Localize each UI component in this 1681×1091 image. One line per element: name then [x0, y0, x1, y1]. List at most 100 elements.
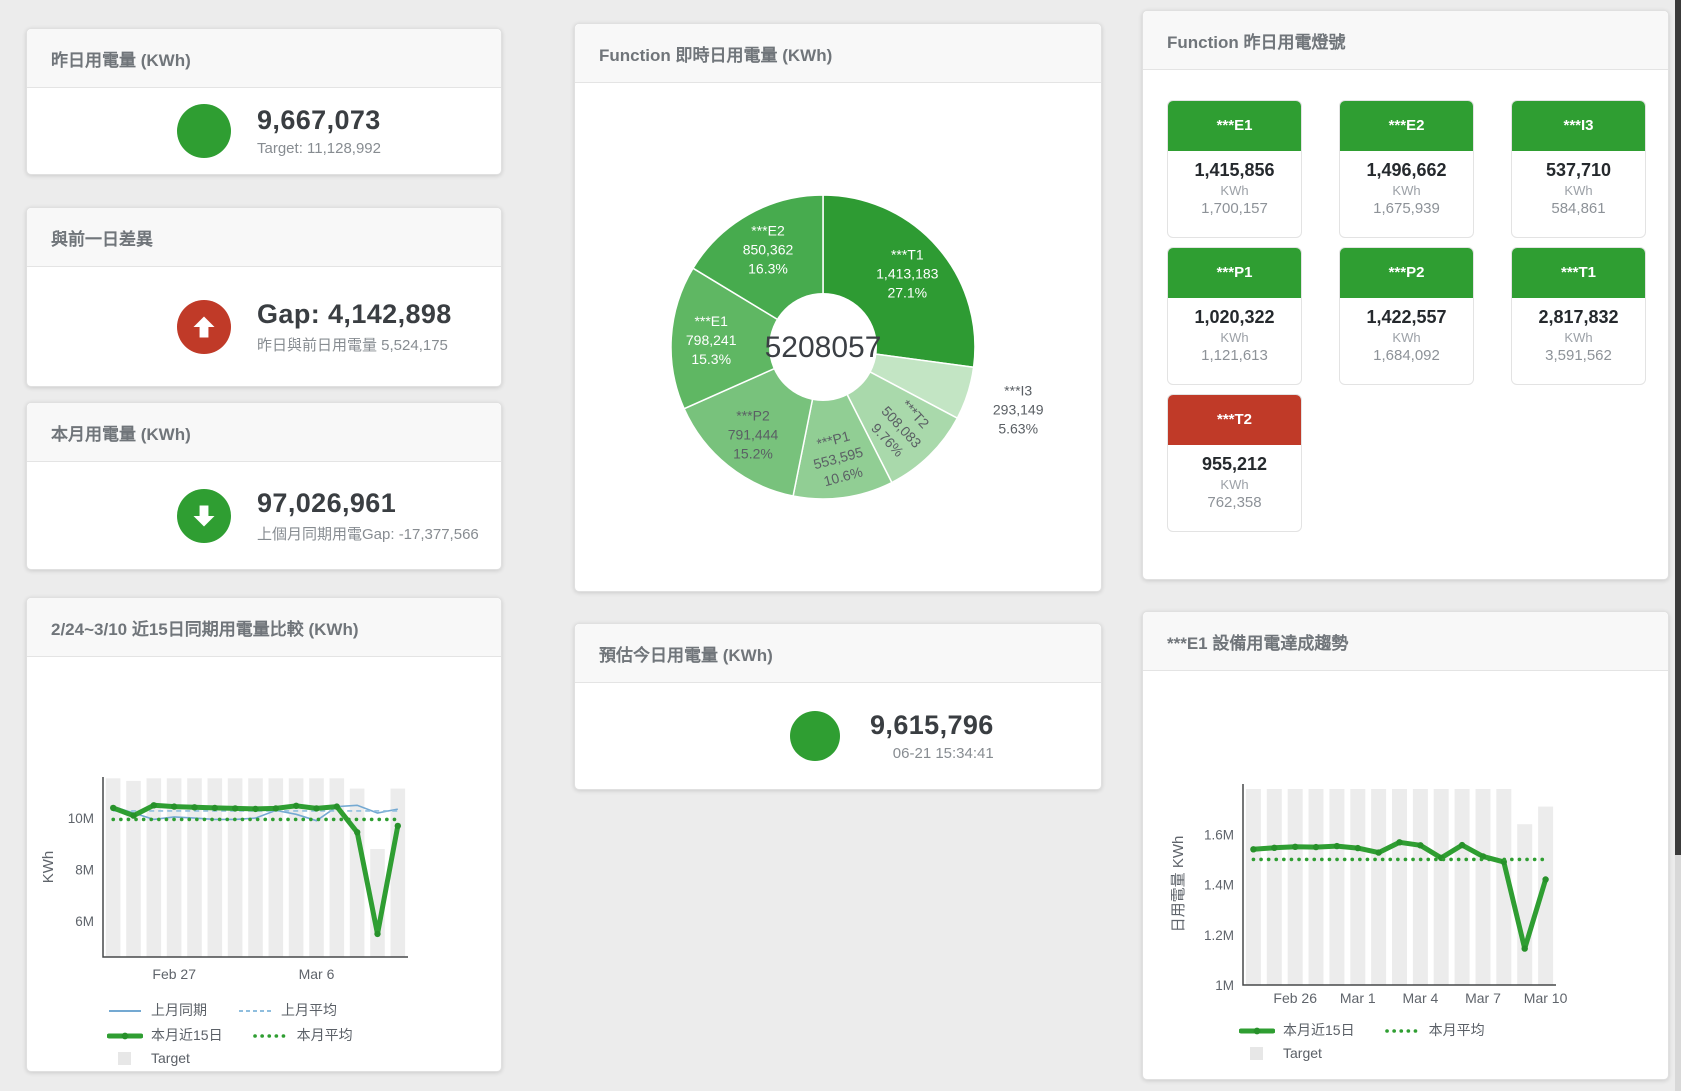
target-bar — [1433, 789, 1449, 985]
target-swatch-icon — [1250, 1046, 1263, 1060]
light-tile-secondary: 3,591,562 — [1545, 347, 1612, 364]
light-tile-t1: ***T1 2,817,832 KWh 3,591,562 — [1511, 247, 1646, 385]
line-swatch-icon — [239, 1009, 271, 1012]
target-bar — [1266, 789, 1282, 985]
gap-value: Gap: 4,142,898 — [257, 298, 452, 329]
target-bar — [349, 788, 365, 957]
target-bar — [1454, 789, 1470, 985]
target-swatch-icon — [118, 1051, 131, 1065]
down-arrow-icon — [177, 488, 231, 543]
scrollbar-thumb[interactable] — [1675, 0, 1681, 855]
card-title: 2/24~3/10 近15日同期用電量比較 (KWh) — [27, 598, 501, 657]
light-tile-t2: ***T2 955,212 KWh 762,358 — [1167, 394, 1302, 532]
light-tile-value: 1,422,557 — [1366, 307, 1447, 327]
legend-label: 上月平均 — [281, 1002, 337, 1018]
card-estimate-today: 預估今日用電量 (KWh) 9,615,796 06-21 15:34:41 — [574, 623, 1102, 790]
legend-label: 本月平均 — [1428, 1022, 1485, 1038]
target-bar — [370, 849, 385, 957]
donut-slice-E1[interactable] — [670, 267, 825, 410]
light-tile-e1: ***E1 1,415,856 KWh 1,700,157 — [1167, 100, 1302, 238]
target-bar — [390, 788, 406, 957]
legend-item[interactable]: 上月平均 — [237, 1000, 337, 1020]
light-tile-secondary: 1,675,939 — [1373, 200, 1440, 217]
donut-slice-label: ***E2 850,362 16.3% — [743, 222, 794, 276]
light-tile-secondary: 1,121,613 — [1201, 347, 1268, 364]
donut-slice-label: ***I3 293,149 5.63% — [993, 383, 1044, 437]
card-15day-compare-chart: 2/24~3/10 近15日同期用電量比較 (KWh) 6M 8M 10M Feb 2… — [26, 597, 502, 1072]
light-tile-unit: KWh — [1392, 330, 1421, 345]
legend-item[interactable]: 本月近15日 — [107, 1025, 223, 1045]
light-tile-label: ***E1 — [1168, 101, 1301, 151]
donut-slice-label: ***P2 791,444 15.2% — [728, 407, 779, 461]
trend-chart-legend: 本月近15日 本月平均 Target — [1239, 1020, 1668, 1066]
light-tile-unit: KWh — [1220, 183, 1249, 198]
card-title: ***E1 設備用電達成趨勢 — [1143, 612, 1668, 671]
y-tick-label: 1.2M — [1204, 928, 1234, 943]
x-tick-label: Feb 27 — [152, 966, 196, 982]
line-swatch-icon — [252, 1033, 289, 1038]
target-bar — [1350, 789, 1366, 985]
e1-trend-chart[interactable]: 1M 1.2M 1.4M 1.6M Feb 26 Mar 1 Mar 4 Mar 7 Mar 1… — [1143, 671, 1666, 1009]
target-bar — [268, 778, 284, 957]
y-axis-label: 日用電量 KWh — [1170, 836, 1187, 933]
light-tile-value: 2,817,832 — [1538, 307, 1619, 327]
realtime-usage-donut-chart[interactable]: 5208057 ***T1 1,413,183 27.1% ***I3 293,149 5.… — [575, 83, 1099, 591]
target-bar — [227, 778, 243, 957]
y-tick-label: 1.4M — [1204, 878, 1234, 893]
legend-row: 本月近15日 本月平均 — [1239, 1020, 1668, 1040]
legend-item[interactable]: Target — [1239, 1045, 1322, 1061]
compare-chart-legend: 上月同期 上月平均本月近15日 本月平均 Target — [107, 1000, 501, 1071]
legend-item[interactable]: 本月平均 — [1384, 1020, 1485, 1040]
legend-item[interactable]: Target — [107, 1050, 190, 1066]
target-bar — [146, 778, 162, 957]
donut-slice-label: ***T1 1,413,183 27.1% — [876, 246, 938, 300]
gap-subtitle: 昨日與前日用電量 5,524,175 — [257, 336, 448, 354]
light-tile-label: ***I3 — [1512, 101, 1645, 151]
target-bar — [1538, 806, 1554, 985]
x-tick-label: Mar 7 — [1465, 990, 1501, 1006]
target-bar — [288, 778, 304, 957]
legend-label: 本月平均 — [296, 1027, 353, 1043]
y-axis-label: KWh — [40, 851, 57, 884]
light-tile-unit: KWh — [1392, 183, 1421, 198]
donut-center-total: 5208057 — [765, 331, 882, 364]
x-tick-label: Mar 10 — [1524, 990, 1568, 1006]
card-yesterday-usage: 昨日用電量 (KWh) 9,667,073 Target: 11,128,992 — [26, 28, 502, 175]
estimate-today-value: 9,615,796 — [870, 710, 994, 740]
target-bar — [1517, 824, 1533, 985]
light-tile-secondary: 1,684,092 — [1373, 347, 1440, 364]
y-tick-label: 8M — [75, 863, 94, 878]
legend-item[interactable]: 本月近15日 — [1239, 1020, 1355, 1040]
legend-label: 本月近15日 — [151, 1027, 223, 1043]
light-tile-p1: ***P1 1,020,322 KWh 1,121,613 — [1167, 247, 1302, 385]
target-bar — [329, 778, 345, 957]
card-title: 與前一日差異 — [27, 208, 501, 267]
target-bar — [248, 778, 263, 957]
card-title: 本月用電量 (KWh) — [27, 403, 501, 462]
x-tick-label: Mar 1 — [1340, 990, 1376, 1006]
target-bar — [105, 778, 121, 957]
light-tile-value: 1,496,662 — [1366, 160, 1447, 180]
x-tick-label: Feb 26 — [1273, 990, 1317, 1006]
legend-item[interactable]: 本月平均 — [252, 1025, 353, 1045]
legend-item[interactable]: 上月同期 — [107, 1000, 207, 1020]
yesterday-usage-value: 9,667,073 — [257, 105, 381, 135]
light-tile-label: ***P2 — [1340, 248, 1473, 298]
card-yesterday-lights: Function 昨日用電燈號 ***E1 1,415,856 KWh 1,70… — [1142, 10, 1669, 580]
target-bar — [207, 778, 223, 957]
light-tile-value: 537,710 — [1545, 160, 1612, 180]
target-bar — [126, 780, 141, 957]
legend-row: Target — [107, 1050, 501, 1066]
scrollbar-track[interactable] — [1675, 0, 1681, 1091]
card-e1-trend-chart: ***E1 設備用電達成趨勢 1M 1.2M 1.4M 1.6M Feb 26 Mar 1… — [1142, 611, 1669, 1080]
line-swatch-icon — [1239, 1027, 1275, 1034]
line-swatch-icon — [1384, 1028, 1421, 1033]
y-tick-label: 1.6M — [1204, 827, 1234, 842]
compare-15day-chart[interactable]: 6M 8M 10M Feb 27 Mar 6 KWh — [27, 657, 499, 989]
card-title: 預估今日用電量 (KWh) — [575, 624, 1101, 683]
series-line-solid — [112, 804, 398, 822]
legend-row: Target — [1239, 1045, 1668, 1061]
y-tick-label: 6M — [75, 914, 94, 929]
light-tile-label: ***T2 — [1168, 395, 1301, 445]
line-swatch-icon — [107, 1032, 143, 1039]
